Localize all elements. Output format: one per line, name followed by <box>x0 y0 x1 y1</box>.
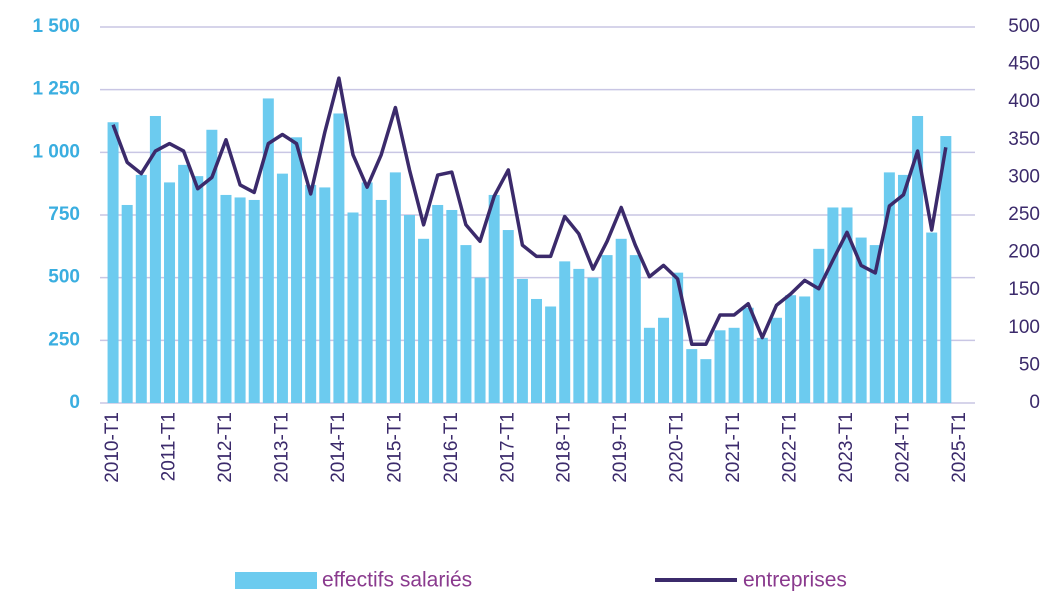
bar <box>403 215 415 403</box>
bar <box>545 306 557 403</box>
bar <box>855 237 867 403</box>
bar <box>516 278 528 403</box>
bar <box>940 136 952 404</box>
bar <box>192 176 204 403</box>
x-tick-label: 2017-T1 <box>497 412 518 483</box>
x-tick-label: 2023-T1 <box>836 412 857 483</box>
bar <box>559 261 571 403</box>
bar <box>164 182 176 403</box>
x-tick-label: 2016-T1 <box>441 412 462 483</box>
y2-tick-label: 500 <box>1008 16 1040 37</box>
bar <box>869 245 881 403</box>
bar <box>629 255 641 403</box>
x-tick-label: 2020-T1 <box>667 412 688 483</box>
x-tick-label: 2021-T1 <box>723 412 744 483</box>
bar <box>813 248 825 403</box>
bar <box>432 204 444 403</box>
y2-tick-label: 250 <box>1008 204 1040 225</box>
x-tick-label: 2012-T1 <box>215 412 236 483</box>
bar <box>474 277 486 403</box>
bar <box>756 337 768 403</box>
y2-tick-label: 450 <box>1008 54 1040 75</box>
x-tick-label: 2010-T1 <box>102 412 123 483</box>
y2-tick-label: 0 <box>1029 392 1040 413</box>
bar <box>488 194 500 403</box>
bar <box>686 349 698 403</box>
x-tick-label: 2011-T1 <box>159 412 180 481</box>
bar <box>502 230 514 403</box>
y2-tick-label: 400 <box>1008 91 1040 112</box>
bar <box>276 173 288 403</box>
bar <box>446 209 458 403</box>
bar <box>234 197 246 403</box>
x-tick-label: 2013-T1 <box>271 412 292 483</box>
y2-tick-label: 150 <box>1008 279 1040 300</box>
bar <box>912 115 924 403</box>
y-tick-label: 250 <box>48 329 80 350</box>
bar <box>785 295 797 403</box>
bar <box>827 207 839 403</box>
y2-tick-label: 50 <box>1019 354 1040 375</box>
y2-tick-label: 200 <box>1008 242 1040 263</box>
x-tick-label: 2014-T1 <box>328 412 349 483</box>
x-tick-label: 2015-T1 <box>384 412 405 483</box>
bar <box>615 238 627 403</box>
bar <box>418 238 430 403</box>
y-tick-label: 1 500 <box>32 16 80 37</box>
bar <box>291 137 303 403</box>
bar <box>531 298 542 403</box>
bar <box>347 212 359 403</box>
legend-swatch <box>235 572 317 589</box>
bar <box>135 174 147 403</box>
bar <box>248 199 260 403</box>
bar <box>262 98 274 403</box>
bar <box>658 317 670 403</box>
bar <box>319 187 331 403</box>
y-tick-label: 0 <box>69 392 80 413</box>
bar <box>728 327 740 403</box>
bar <box>573 268 585 403</box>
bar <box>460 245 472 403</box>
y-tick-label: 1 000 <box>32 141 80 162</box>
bar <box>926 232 938 403</box>
y-tick-label: 500 <box>48 267 80 288</box>
bar <box>178 164 190 403</box>
bar <box>841 207 853 403</box>
y-tick-label: 750 <box>48 204 80 225</box>
bar <box>883 172 895 403</box>
x-tick-label: 2019-T1 <box>610 412 631 483</box>
bar <box>121 204 133 403</box>
bar <box>799 296 811 403</box>
bar <box>897 174 909 403</box>
bar <box>601 255 613 403</box>
bar <box>333 113 345 403</box>
legend-label: effectifs salariés <box>322 569 472 592</box>
y2-tick-label: 100 <box>1008 317 1040 338</box>
bar <box>742 307 754 403</box>
bar <box>389 172 401 403</box>
x-tick-label: 2025-T1 <box>949 412 970 483</box>
bar <box>587 277 599 403</box>
x-tick-label: 2018-T1 <box>554 412 575 483</box>
legend-label: entreprises <box>743 569 847 592</box>
bar <box>149 115 161 403</box>
line <box>111 76 948 347</box>
y-tick-label: 1 250 <box>32 79 80 100</box>
bar <box>107 122 119 404</box>
bar <box>206 129 218 404</box>
bar <box>714 330 726 403</box>
bar <box>220 194 232 403</box>
bar <box>643 327 655 403</box>
y2-tick-label: 350 <box>1008 129 1040 150</box>
bar <box>672 272 684 403</box>
x-tick-label: 2022-T1 <box>780 412 801 483</box>
bar <box>375 199 387 403</box>
bar <box>770 317 782 403</box>
bar <box>700 359 712 403</box>
bar <box>305 184 317 403</box>
bar <box>361 182 373 403</box>
x-tick-label: 2024-T1 <box>892 412 913 483</box>
y2-tick-label: 300 <box>1008 166 1040 187</box>
